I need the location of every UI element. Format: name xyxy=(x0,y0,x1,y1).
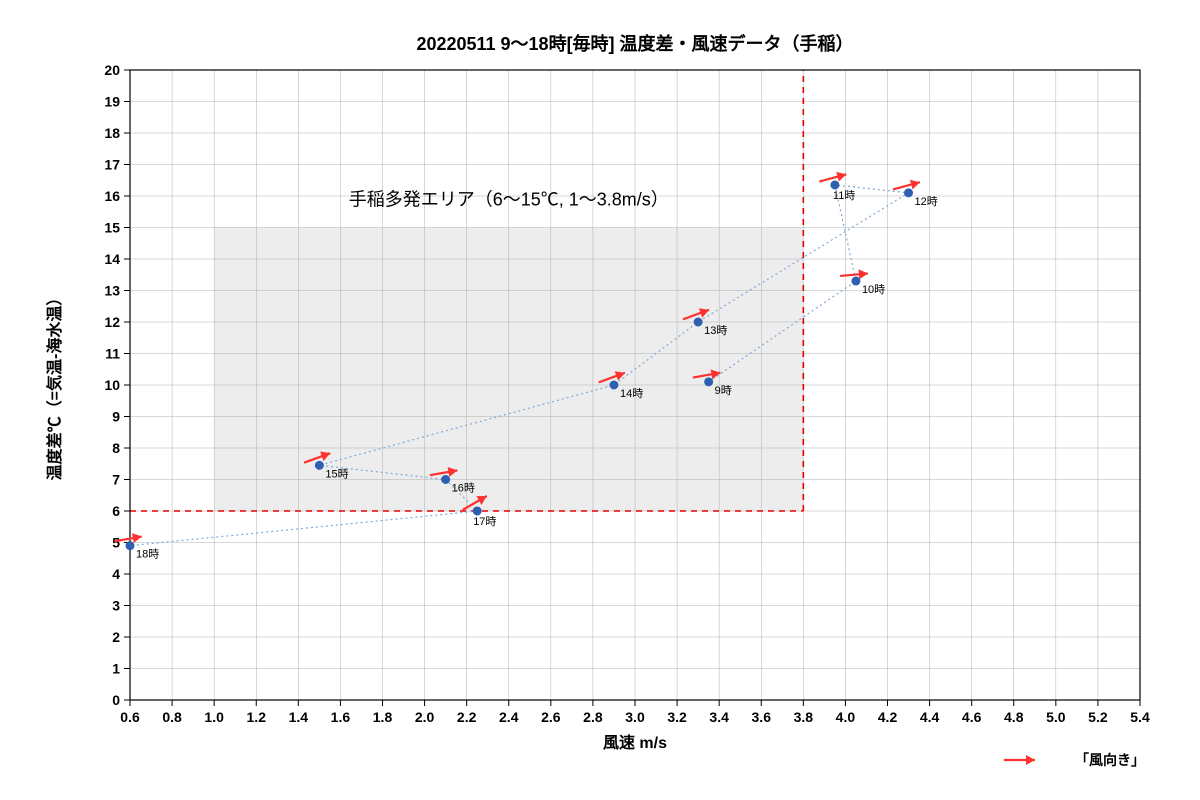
point-label: 12時 xyxy=(915,195,938,208)
chart-container: 0.6 0.8 1.0 1.2 1.4 1.6 1.8 2.0 2.2 2.4 2.6 2.8 3.0 3… xyxy=(0,0,1200,800)
x-axis-label: 風速 m/s xyxy=(603,734,667,752)
x-tick-label: 5.4 xyxy=(1130,709,1150,725)
x-tick-label: 1.4 xyxy=(289,709,309,725)
x-tick-label: 4.8 xyxy=(1004,709,1024,725)
data-point xyxy=(610,381,618,389)
point-label: 18時 xyxy=(136,548,159,561)
y-tick-label: 13 xyxy=(104,283,120,299)
scatter-chart: 0.6 0.8 1.0 1.2 1.4 1.6 1.8 2.0 2.2 2.4 2.6 2.8 3.0 3… xyxy=(0,0,1200,800)
chart-title: 20220511 9～18時[毎時] 温度差・風速データ（手稲） xyxy=(416,33,853,54)
x-tick-label: 2.2 xyxy=(457,709,477,725)
x-tick-label: 4.2 xyxy=(878,709,898,725)
data-point xyxy=(473,507,481,515)
x-tick-label: 1.6 xyxy=(331,709,351,725)
y-tick-label: 9 xyxy=(112,409,120,425)
wind-legend-label: 「風向き」 xyxy=(1075,752,1145,768)
x-tick-label: 4.0 xyxy=(836,709,856,725)
y-tick-label: 15 xyxy=(104,220,120,236)
x-tick-label: 1.0 xyxy=(204,709,224,725)
y-tick-label: 3 xyxy=(112,598,120,614)
x-tick-label: 1.8 xyxy=(373,709,393,725)
y-tick-label: 7 xyxy=(112,472,120,488)
point-label: 14時 xyxy=(620,387,643,400)
x-tick-label: 1.2 xyxy=(247,709,267,725)
data-point xyxy=(442,476,450,484)
x-tick-label: 3.0 xyxy=(625,709,645,725)
data-point xyxy=(852,277,860,285)
y-tick-label: 14 xyxy=(104,251,120,267)
x-tick-label: 3.4 xyxy=(709,709,729,725)
data-point xyxy=(905,189,913,197)
y-tick-label: 20 xyxy=(104,62,120,78)
x-tick-label: 5.2 xyxy=(1088,709,1108,725)
region-annotation: 手稲多発エリア（6～15℃, 1～3.8m/s） xyxy=(349,189,669,209)
data-point xyxy=(126,542,134,550)
x-tick-label: 0.8 xyxy=(162,709,182,725)
y-tick-label: 11 xyxy=(105,346,120,362)
y-tick-label: 5 xyxy=(112,535,120,551)
y-tick-label: 19 xyxy=(104,94,120,110)
data-point xyxy=(694,318,702,326)
point-label: 16時 xyxy=(452,482,475,495)
data-point xyxy=(831,181,839,189)
y-tick-label: 2 xyxy=(112,629,120,645)
x-tick-label: 5.0 xyxy=(1046,709,1066,725)
x-tick-label: 3.2 xyxy=(667,709,687,725)
x-tick-label: 2.8 xyxy=(583,709,603,725)
y-tick-label: 10 xyxy=(104,377,120,393)
x-tick-label: 4.4 xyxy=(920,709,940,725)
y-tick-label: 8 xyxy=(112,440,120,456)
point-label: 17時 xyxy=(473,515,496,528)
x-tick-label: 0.6 xyxy=(120,709,140,725)
y-tick-label: 12 xyxy=(104,314,120,330)
x-tick-label: 2.0 xyxy=(415,709,435,725)
y-tick-label: 1 xyxy=(112,661,120,677)
grid xyxy=(130,70,1140,700)
y-tick-label: 6 xyxy=(112,503,120,519)
x-tick-label: 2.6 xyxy=(541,709,561,725)
x-tick-label: 3.6 xyxy=(752,709,772,725)
point-label: 11時 xyxy=(833,189,855,202)
y-axis-label: 温度差℃（=気温-海水温） xyxy=(45,290,64,482)
data-point xyxy=(705,378,713,386)
x-tick-label: 2.4 xyxy=(499,709,519,725)
point-label: 9時 xyxy=(715,384,732,397)
x-tick-label: 3.8 xyxy=(794,709,814,725)
point-label: 10時 xyxy=(862,283,885,296)
data-point xyxy=(315,461,323,469)
point-label: 13時 xyxy=(704,324,727,337)
point-label: 15時 xyxy=(325,467,348,480)
y-tick-label: 4 xyxy=(112,566,120,582)
y-tick-label: 16 xyxy=(104,188,120,204)
x-tick-label: 4.6 xyxy=(962,709,982,725)
y-tick-label: 18 xyxy=(104,125,120,141)
y-tick-label: 0 xyxy=(112,692,120,708)
y-tick-label: 17 xyxy=(104,157,120,173)
